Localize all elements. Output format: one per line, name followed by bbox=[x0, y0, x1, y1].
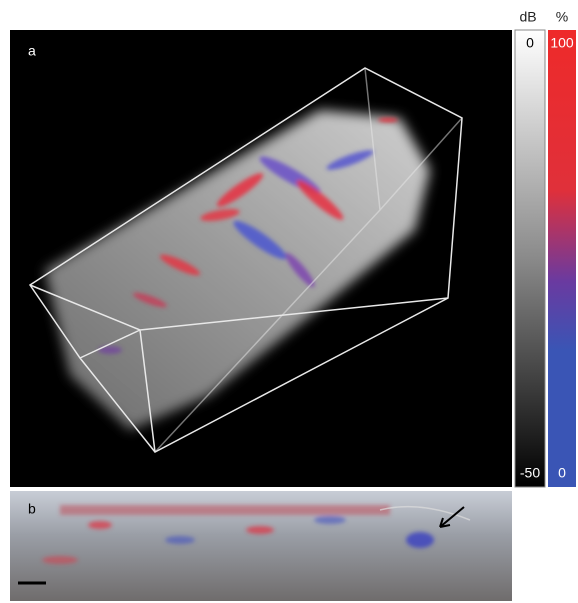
fraction-colorbar bbox=[548, 30, 576, 487]
colorbar-max: 100 bbox=[550, 35, 574, 51]
colorbar-unit: % bbox=[556, 9, 568, 25]
intensity-colorbar bbox=[515, 30, 545, 487]
colorbar-unit: dB bbox=[519, 9, 536, 25]
colorbar-min: -50 bbox=[520, 465, 540, 481]
colorbar-max: 0 bbox=[526, 35, 534, 51]
page: a dB % 0 -50 100 0 b (() => { const data… bbox=[0, 0, 578, 603]
panel-label: a bbox=[28, 43, 36, 59]
figure: a dB % 0 -50 100 0 b bbox=[0, 0, 578, 603]
panel-label: b bbox=[28, 501, 36, 517]
colorbar-min: 0 bbox=[558, 465, 566, 481]
